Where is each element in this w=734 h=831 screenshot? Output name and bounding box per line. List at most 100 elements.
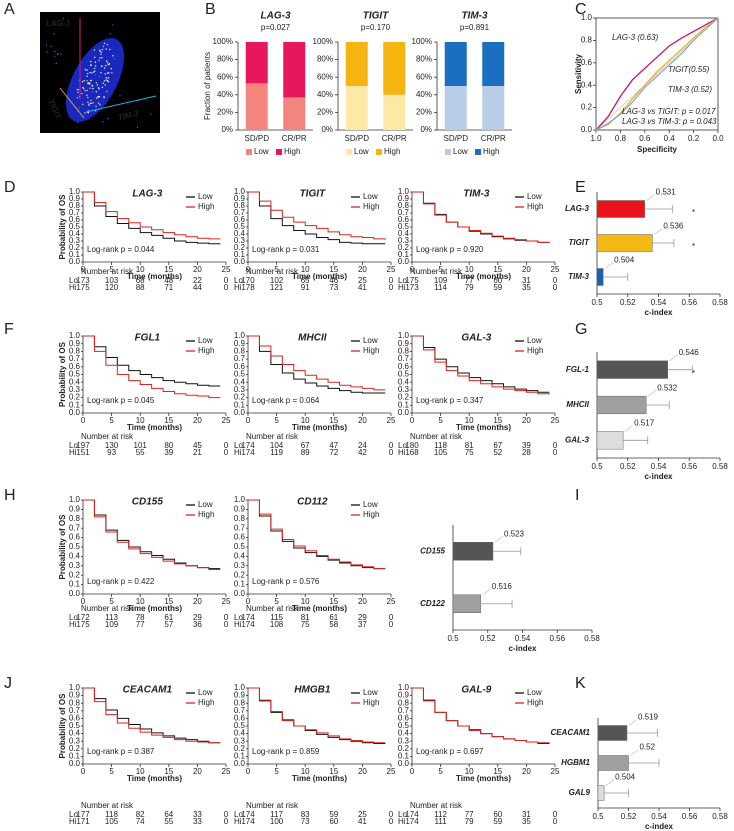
- y-tick-label: 0.3: [234, 561, 246, 570]
- y-tick-label: 80%: [217, 55, 233, 64]
- y-tick-label: 20%: [317, 108, 333, 117]
- risk-row-label: Lo: [69, 613, 78, 622]
- risk-count: 77: [465, 276, 474, 285]
- x-tick-label: 10: [465, 265, 474, 274]
- annotation: Log-rank p = 0.422: [87, 577, 155, 586]
- risk-count: 21: [193, 448, 202, 457]
- y-tick-label: 0.6: [69, 714, 81, 723]
- roc-curve: [595, 17, 719, 131]
- y-tick-label: 0.1: [234, 752, 246, 761]
- y-tick-label: 0.2: [398, 744, 410, 753]
- x-tick-label: SD/PD: [245, 134, 270, 143]
- y-tick-label: 0.5: [398, 222, 410, 231]
- x-tick-label: CR/PR: [282, 134, 307, 143]
- risk-count: 36: [193, 620, 202, 629]
- x-tick-label: 15: [164, 416, 173, 425]
- point: [95, 105, 97, 108]
- risk-title: Number at risk: [410, 801, 463, 810]
- point: [100, 72, 102, 74]
- risk-row-label: Lo: [69, 810, 78, 819]
- risk-row-label: Lo: [234, 810, 243, 819]
- y-tick-label: 0.7: [69, 208, 81, 217]
- point: [92, 71, 95, 73]
- y-tick-label: 0.2: [69, 243, 81, 252]
- risk-count: 81: [301, 613, 310, 622]
- y-axis-label: Probability of OS: [58, 194, 67, 260]
- risk-count: 57: [164, 620, 173, 629]
- point: [95, 82, 98, 84]
- point: [76, 88, 79, 91]
- point: [98, 59, 100, 62]
- risk-title: Number at risk: [246, 432, 299, 441]
- y-tick-label: TIM-3: [568, 272, 589, 281]
- y-axis-label: Probability of OS: [58, 693, 67, 759]
- y-tick-label: 0.0: [398, 759, 410, 768]
- cluster-ellipse: [65, 38, 125, 122]
- error-bar: [603, 273, 629, 281]
- annotation: Log-rank p = 0.920: [416, 245, 484, 254]
- point: [87, 72, 89, 75]
- survival-curve: [248, 335, 386, 394]
- risk-title: Number at risk: [246, 801, 299, 810]
- chart-title: CEACAM1: [123, 685, 173, 696]
- value-label: 0.532: [657, 383, 678, 392]
- legend-label: Low: [363, 500, 378, 509]
- x-tick-label: 20: [522, 265, 531, 274]
- point: [111, 72, 113, 74]
- risk-row-label: Hi: [234, 283, 242, 292]
- x-tick-label: 1.0: [590, 134, 602, 143]
- legend-label: Low: [363, 336, 378, 345]
- legend-label: High: [198, 510, 214, 519]
- risk-count: 28: [522, 448, 531, 457]
- risk-count: 64: [164, 810, 173, 819]
- y-tick-label: 0.0: [69, 589, 81, 598]
- risk-row-label: Lo: [398, 810, 407, 819]
- y-tick-label: 0.4: [69, 729, 81, 738]
- point: [98, 95, 101, 98]
- point: [92, 102, 94, 104]
- x-tick-label: 10: [301, 597, 310, 606]
- risk-count: 0: [553, 448, 558, 457]
- panel-label: A: [4, 1, 15, 18]
- legend-label: High: [483, 147, 499, 156]
- risk-count: 67: [493, 441, 502, 450]
- risk-count: 113: [105, 613, 118, 622]
- x-tick-label: 5: [274, 767, 279, 776]
- bar-segment: [245, 42, 268, 84]
- y-tick-label: 0.7: [234, 706, 246, 715]
- x-tick-label: 10: [136, 265, 145, 274]
- point: [95, 90, 98, 93]
- point: [101, 48, 104, 51]
- risk-count: 151: [76, 448, 90, 457]
- error-bar: [623, 436, 649, 445]
- point: [108, 72, 110, 74]
- x-tick-label: 15: [329, 265, 338, 274]
- risk-count: 35: [522, 283, 531, 292]
- value-label: 0.531: [656, 188, 677, 197]
- chart-title: MHCII: [298, 333, 327, 344]
- x-tick-label: 25: [222, 265, 231, 274]
- x-tick-label: 10: [465, 767, 474, 776]
- risk-count: 0: [224, 810, 229, 819]
- risk-count: 39: [522, 441, 531, 450]
- risk-count: 0: [224, 448, 229, 457]
- survival-curve: [248, 499, 386, 570]
- risk-row-label: Hi: [69, 817, 77, 826]
- point: [103, 96, 105, 99]
- y-tick-label: 0.7: [234, 208, 246, 217]
- y-tick-label: 0.9: [398, 691, 410, 700]
- point: [87, 82, 89, 85]
- x-tick-label: 0.5: [592, 812, 604, 821]
- y-tick-label: 0.8: [398, 698, 410, 707]
- point: [57, 53, 60, 55]
- risk-row-label: Lo: [69, 441, 78, 450]
- x-tick-label: 0.5: [447, 634, 459, 643]
- y-tick-label: 0.9: [69, 505, 81, 514]
- legend-label: Low: [527, 336, 542, 345]
- y-tick-label: 0%: [420, 125, 432, 134]
- error-bar: [628, 759, 660, 767]
- legend-label: High: [198, 698, 214, 707]
- bar-segment: [383, 42, 406, 95]
- value-label: 0.504: [615, 773, 636, 782]
- x-tick-label: 5: [109, 597, 114, 606]
